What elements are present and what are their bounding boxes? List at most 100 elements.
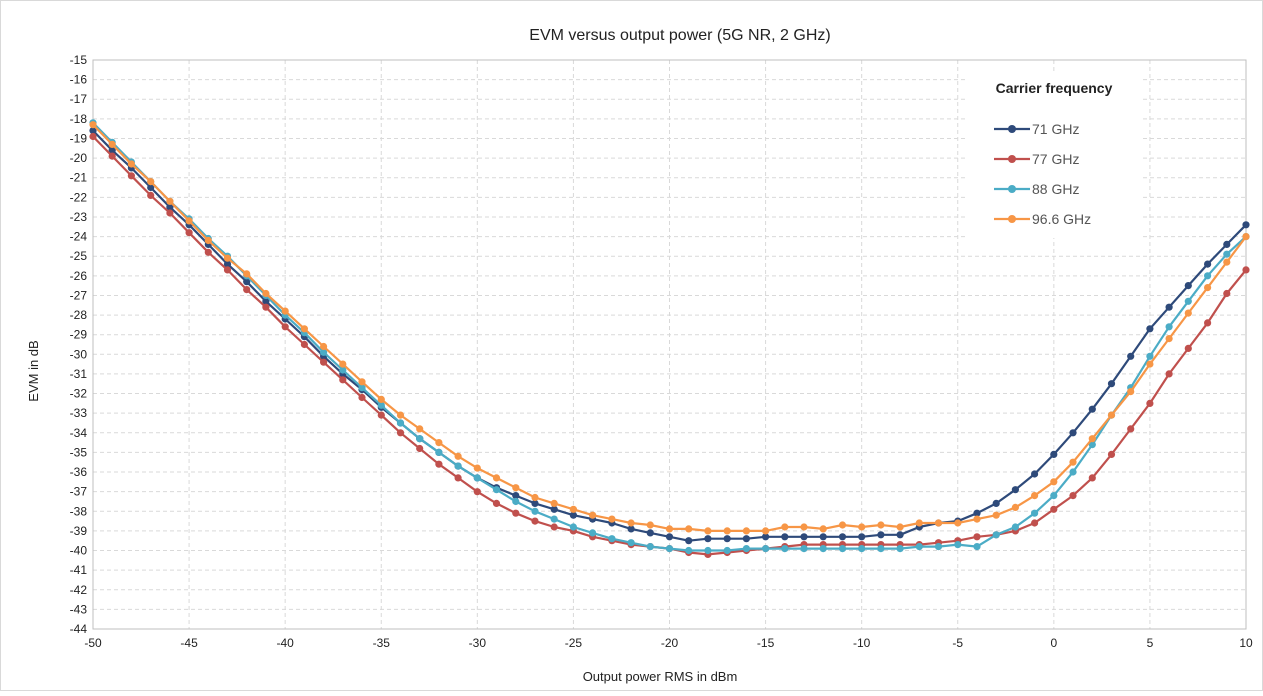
data-point [1011,486,1020,494]
data-point [858,533,866,541]
data-point [627,539,635,547]
data-point [569,523,578,531]
data-point [1088,474,1096,482]
data-point [243,286,251,294]
y-tick-label: -25 [70,249,88,263]
data-point [435,439,443,447]
y-tick-label: -19 [70,131,88,145]
data-point [108,152,116,160]
data-point [1184,282,1192,290]
data-point [762,545,770,553]
data-point [781,523,789,531]
data-point [550,523,558,531]
data-point [858,545,866,553]
y-tick-label: -36 [70,465,88,479]
y-tick-label: -15 [70,53,88,67]
y-tick-label: -44 [70,622,88,636]
legend-item: 77 GHz [994,151,1079,167]
data-point [416,425,424,433]
data-point [1184,297,1192,305]
legend-swatch-marker [1008,185,1016,193]
y-tick-label: -20 [70,151,88,165]
data-point [1127,425,1135,433]
data-point [896,523,904,531]
data-point [896,531,904,539]
data-point [320,358,328,366]
data-point [954,519,962,527]
data-point [243,270,251,278]
data-point [454,474,462,482]
data-point [877,545,885,553]
x-tick-label: -20 [661,636,679,650]
y-tick-label: -30 [70,347,88,361]
data-point [1069,429,1077,437]
data-point [819,533,827,541]
data-point [838,533,847,541]
data-point [223,254,232,262]
data-point [838,545,847,553]
data-point [320,342,328,351]
data-point [166,209,174,217]
data-point [512,509,520,517]
data-point [915,519,923,527]
data-point [1223,289,1231,298]
data-point [435,448,443,456]
data-point [819,525,827,533]
data-point [492,474,501,482]
data-point [300,340,308,349]
legend-items: 71 GHz 77 GHz 88 GHz 96.6 GHz [994,121,1091,227]
data-point [204,248,212,256]
data-point [1223,258,1231,266]
data-point [89,132,97,141]
y-tick-label: -35 [70,445,88,459]
data-point [147,178,155,186]
y-tick-label: -24 [70,230,88,244]
data-point [742,545,751,553]
data-point [800,523,808,531]
legend-item: 71 GHz [994,121,1079,137]
data-point [608,515,616,523]
data-point [473,474,481,482]
legend-label: 96.6 GHz [1032,211,1091,227]
data-point [762,527,770,535]
data-point [1204,272,1212,280]
data-point [454,462,462,470]
data-point [377,395,385,403]
data-point [781,545,789,553]
data-point [147,191,155,199]
legend-title: Carrier frequency [996,80,1113,96]
data-point [646,543,654,551]
data-point [1146,360,1154,368]
data-point [646,521,654,529]
data-point [108,146,116,154]
data-point [704,527,712,535]
data-point [1242,266,1250,274]
data-point [108,140,116,148]
series-group [89,121,1250,535]
y-tick-label: -34 [70,426,88,440]
data-point [1184,344,1192,352]
data-point [320,348,328,356]
data-point [1088,405,1096,413]
data-point [877,531,885,539]
data-point [973,533,981,541]
data-point [1146,399,1154,407]
legend-box [968,73,1140,238]
data-point [608,535,616,543]
y-tick-label: -27 [70,288,88,302]
y-tick-label: -16 [70,73,88,87]
legend-label: 88 GHz [1032,181,1079,197]
data-point [377,411,385,419]
data-point [1069,468,1077,476]
data-point [339,360,347,368]
data-point [262,297,270,305]
data-point [1050,492,1058,500]
data-point [819,545,827,553]
y-tick-label: -17 [70,92,88,106]
data-point [1184,309,1192,317]
data-point [1204,319,1212,327]
data-point [992,499,1000,507]
data-point [1223,250,1231,258]
data-point [512,497,520,506]
data-point [1069,492,1077,500]
